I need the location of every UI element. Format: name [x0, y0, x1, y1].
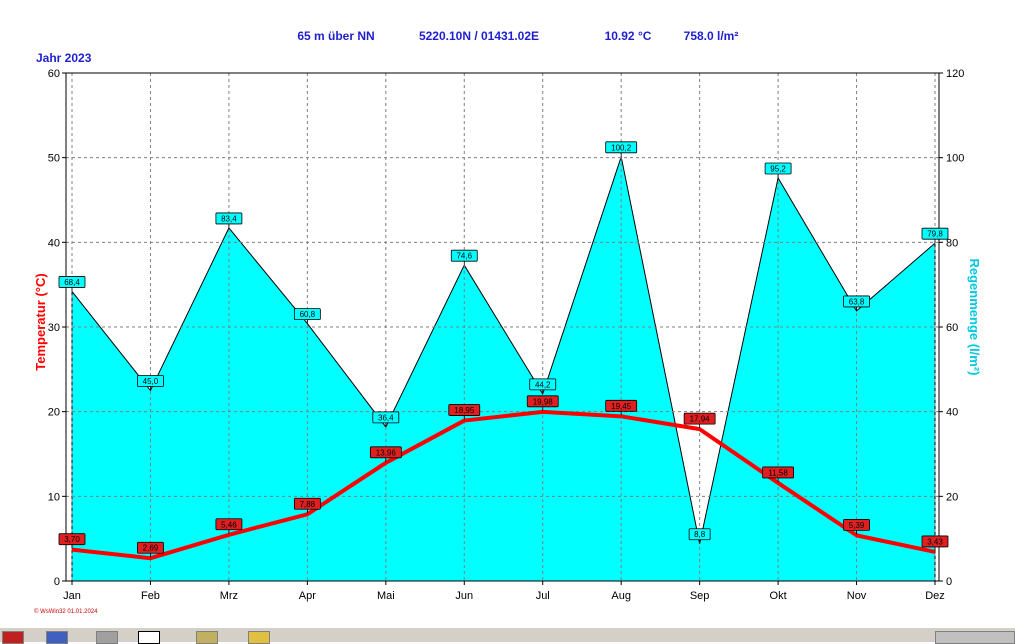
right-tick-label: 80	[946, 237, 958, 249]
rain-data-label: 68,4	[64, 278, 80, 287]
sun-icon[interactable]	[138, 631, 160, 644]
footer-credit: © WsWin32 01.01.2024	[34, 608, 98, 615]
temp-data-label: 3,70	[64, 535, 80, 544]
left-tick-label: 50	[48, 153, 60, 165]
rain-data-label: 44,2	[535, 380, 551, 389]
rain-data-label: 95,2	[770, 164, 786, 173]
rain-data-label: 60,8	[300, 310, 316, 319]
header-elevation: 65 m über NN	[297, 29, 374, 43]
temp-data-label: 17,94	[690, 415, 711, 424]
left-tick-label: 10	[48, 491, 60, 503]
x-tick-label: Dez	[925, 590, 945, 602]
weather-icon[interactable]	[248, 631, 270, 644]
header-total-rain: 758.0 l/m²	[684, 29, 739, 43]
temp-data-label: 19,98	[533, 397, 554, 406]
gear-icon[interactable]	[96, 631, 118, 644]
folder-icon[interactable]	[196, 631, 218, 644]
rain-data-label: 79,8	[927, 230, 943, 239]
rain-data-label: 36,4	[378, 413, 394, 422]
left-tick-label: 60	[48, 68, 60, 80]
tray-button[interactable]	[935, 631, 1015, 644]
chart-title: Jahr 2023	[36, 51, 92, 65]
x-tick-label: Jul	[536, 590, 550, 602]
x-tick-label: Sep	[690, 590, 710, 602]
rain-data-label: 63,8	[849, 297, 865, 306]
left-tick-label: 0	[54, 576, 60, 588]
x-tick-label: Aug	[611, 590, 631, 602]
right-tick-label: 100	[946, 153, 964, 165]
x-tick-label: Jan	[63, 590, 81, 602]
header-mean-temp: 10.92 °C	[605, 29, 652, 43]
rain-data-label: 74,6	[456, 252, 472, 261]
taskbar	[0, 627, 1015, 644]
left-tick-label: 30	[48, 322, 60, 334]
app-icon-1[interactable]	[2, 631, 24, 644]
x-tick-label: Apr	[299, 590, 316, 602]
temp-data-label: 11,58	[768, 468, 788, 477]
left-tick-label: 40	[48, 237, 60, 249]
x-tick-label: Nov	[847, 590, 867, 602]
climate-chart: 65 m über NN 5220.10N / 01431.02E 10.92 …	[33, 29, 982, 615]
y-axis-label-left: Temperatur (°C)	[33, 273, 48, 370]
right-tick-label: 40	[946, 407, 958, 419]
temp-data-label: 18,95	[454, 406, 475, 415]
temp-data-label: 2,69	[143, 544, 159, 553]
temp-data-label: 13,96	[376, 448, 397, 457]
left-tick-label: 20	[48, 407, 60, 419]
temp-data-label: 19,45	[611, 402, 632, 411]
rain-data-label: 100,2	[611, 143, 632, 152]
temp-data-label: 5,39	[849, 521, 865, 530]
right-tick-label: 120	[946, 68, 964, 80]
rain-data-label: 45,0	[143, 377, 159, 386]
right-tick-label: 0	[946, 576, 952, 588]
plot-area: 0 10 20 30 40 50 60 0 20 40 60 80 100 120 Jan Feb Mrz Apr…	[33, 68, 982, 602]
right-tick-label: 60	[946, 322, 958, 334]
rain-data-label: 83,4	[221, 214, 237, 223]
app-icon-2[interactable]	[46, 631, 68, 644]
x-tick-label: Jun	[455, 590, 473, 602]
x-tick-label: Mai	[377, 590, 395, 602]
x-tick-label: Mrz	[220, 590, 238, 602]
header-coordinates: 5220.10N / 01431.02E	[419, 29, 539, 43]
right-tick-label: 20	[946, 491, 958, 503]
x-tick-label: Okt	[770, 590, 787, 602]
temp-data-label: 5,46	[221, 520, 237, 529]
temperature-line	[71, 409, 936, 561]
temp-data-label: 3,43	[927, 537, 943, 546]
y-axis-label-right: Regenmenge (l/m²)	[967, 258, 982, 375]
x-tick-label: Feb	[141, 590, 160, 602]
rain-data-label: 8,8	[694, 530, 706, 539]
temp-data-label: 7,88	[300, 500, 316, 509]
